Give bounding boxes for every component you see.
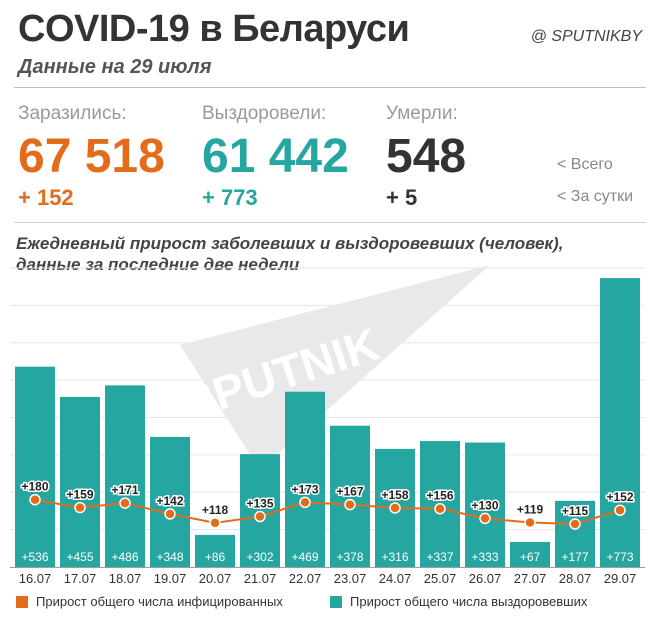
point-value-label: +119: [517, 503, 544, 517]
chart-title: Ежедневный прирост заболевших и выздоров…: [16, 234, 564, 274]
point-value-label: +142: [156, 494, 183, 508]
point-value-label: +158: [381, 488, 408, 502]
point-infected: [299, 496, 311, 509]
point-infected: [209, 517, 221, 529]
bar-value-label: +773: [606, 550, 633, 564]
stat-deaths: Умерли: 548 + 5: [386, 103, 466, 211]
x-tick-label: 24.07: [379, 571, 412, 586]
legend-item-recovered: Прирост общего числа выздоровевших: [330, 594, 587, 609]
point-value-label: +173: [291, 482, 318, 496]
x-tick-label: 21.07: [244, 571, 277, 586]
point-infected: [479, 512, 491, 525]
point-value-label: +180: [21, 480, 48, 494]
stat-infected: Заразились: 67 518 + 152: [18, 103, 165, 211]
stat-deaths-total: 548: [386, 130, 467, 183]
hint-total: < Всего: [557, 156, 613, 173]
point-infected: [569, 518, 581, 530]
point-infected: [389, 502, 401, 514]
stat-deaths-delta: + 5: [386, 185, 418, 210]
legend-swatch-recovered: [330, 595, 342, 608]
x-tick-label: 28.07: [559, 571, 592, 586]
point-value-label: +135: [246, 497, 273, 511]
stat-recovered-delta: + 773: [202, 185, 258, 210]
x-tick-label: 26.07: [469, 571, 502, 586]
page-subtitle: Данные на 29 июля: [18, 56, 212, 78]
point-infected: [119, 497, 131, 509]
stat-recovered: Выздоровели: 61 442 + 773: [202, 103, 349, 211]
bar-value-label: +348: [156, 550, 183, 564]
point-infected: [344, 498, 356, 511]
x-tick-label: 27.07: [514, 571, 547, 586]
line-infected: [34, 498, 621, 526]
watermark-shape: [180, 265, 490, 470]
point-infected: [164, 508, 176, 520]
point-value-label: +171: [111, 483, 138, 497]
point-infected: [434, 502, 446, 515]
bar-value-label: +536: [21, 550, 48, 564]
bar-recovered: [285, 391, 325, 567]
legend-label-infected: Прирост общего числа инфицированных: [36, 594, 283, 609]
bar-recovered: [555, 500, 595, 567]
bar-recovered: [240, 454, 280, 567]
legend-label-recovered: Прирост общего числа выздоровевших: [350, 594, 588, 609]
stat-recovered-total: 61 442: [202, 130, 349, 183]
bar-value-label: +316: [381, 550, 408, 564]
point-infected: [614, 504, 626, 516]
point-value-label: +130: [471, 498, 498, 512]
bar-value-label: +469: [291, 550, 318, 564]
bar-value-label: +455: [66, 550, 93, 564]
point-infected: [254, 510, 266, 523]
bar-value-label: +302: [246, 550, 273, 564]
x-tick-label: 29.07: [604, 571, 637, 586]
point-infected: [74, 501, 86, 514]
point-infected: [29, 493, 41, 506]
x-tick-label: 25.07: [424, 571, 457, 586]
point-value-label: +156: [426, 489, 453, 503]
bar-recovered: [195, 534, 235, 567]
bar-value-label: +67: [520, 550, 541, 564]
bar-recovered: [330, 425, 370, 567]
bar-recovered: [150, 436, 190, 567]
bar-recovered: [15, 366, 55, 567]
bar-value-label: +486: [111, 550, 138, 564]
point-value-label: +152: [606, 490, 633, 504]
legend-swatch-infected: [16, 595, 28, 608]
x-tick-label: 22.07: [289, 571, 322, 586]
stat-infected-delta: + 152: [18, 185, 74, 210]
bar-recovered: [465, 442, 505, 567]
bar-recovered: [600, 278, 640, 567]
bar-value-label: +177: [561, 550, 588, 564]
bar-recovered: [60, 396, 100, 567]
legend-item-infected: Прирост общего числа инфицированных: [16, 594, 283, 609]
point-value-label: +115: [562, 504, 589, 518]
brand-handle[interactable]: @ SPUTNIKBY: [530, 28, 642, 45]
x-tick-label: 19.07: [154, 571, 187, 586]
x-tick-label: 18.07: [109, 571, 142, 586]
section-divider: [14, 222, 646, 223]
x-tick-label: 17.07: [64, 571, 97, 586]
bar-value-label: +333: [471, 550, 498, 564]
header-divider: [14, 87, 646, 88]
bar-value-label: +378: [336, 550, 363, 564]
stat-infected-total: 67 518: [18, 130, 165, 183]
point-value-label: +118: [202, 503, 229, 517]
x-tick-label: 16.07: [19, 571, 52, 586]
stat-deaths-label: Умерли:: [386, 103, 458, 124]
page-title: COVID-19 в Беларуси: [18, 8, 410, 50]
x-tick-label: 23.07: [334, 571, 367, 586]
bar-value-label: +86: [205, 550, 226, 564]
bar-recovered: [510, 541, 550, 567]
x-tick-label: 20.07: [199, 571, 232, 586]
hint-daily: < За сутки: [557, 188, 634, 205]
point-value-label: +159: [66, 488, 93, 502]
stat-infected-label: Заразились:: [18, 103, 127, 124]
point-value-label: +167: [336, 485, 363, 499]
bar-value-label: +337: [426, 550, 453, 564]
stat-recovered-label: Выздоровели:: [202, 103, 327, 124]
bar-recovered: [105, 385, 145, 567]
point-infected: [524, 516, 536, 529]
